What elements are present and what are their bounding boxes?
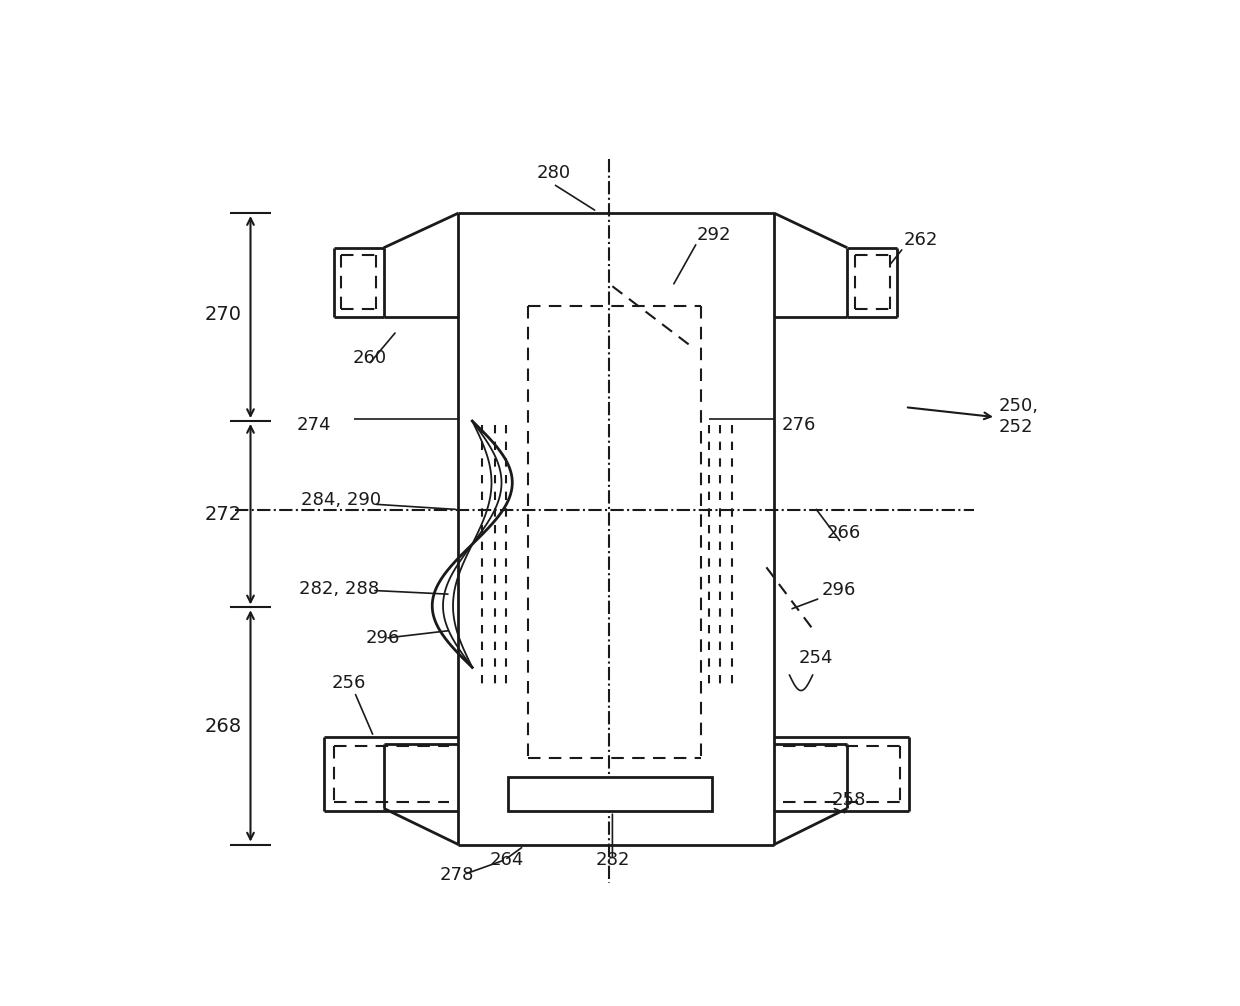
Text: 282: 282 — [595, 851, 630, 869]
Text: 274: 274 — [296, 415, 331, 434]
Text: 270: 270 — [205, 305, 242, 324]
Text: 296: 296 — [822, 581, 856, 600]
Text: 280: 280 — [537, 164, 572, 182]
Text: 276: 276 — [781, 415, 816, 434]
Text: 252: 252 — [999, 418, 1033, 437]
Text: 264: 264 — [490, 851, 523, 869]
Text: 282, 288: 282, 288 — [299, 579, 379, 598]
Text: 258: 258 — [832, 791, 867, 809]
Text: 272: 272 — [205, 505, 242, 524]
Bar — [508, 777, 713, 812]
Text: 268: 268 — [205, 717, 242, 736]
Text: 262: 262 — [904, 231, 937, 249]
Text: 250,: 250, — [999, 396, 1039, 414]
Text: 266: 266 — [826, 524, 861, 541]
Text: 260: 260 — [353, 349, 387, 367]
Text: 296: 296 — [366, 629, 401, 647]
Text: 292: 292 — [697, 225, 732, 243]
Text: 256: 256 — [331, 674, 366, 692]
Text: 284, 290: 284, 290 — [300, 491, 381, 509]
Text: 278: 278 — [439, 866, 474, 884]
Text: 254: 254 — [799, 649, 833, 667]
